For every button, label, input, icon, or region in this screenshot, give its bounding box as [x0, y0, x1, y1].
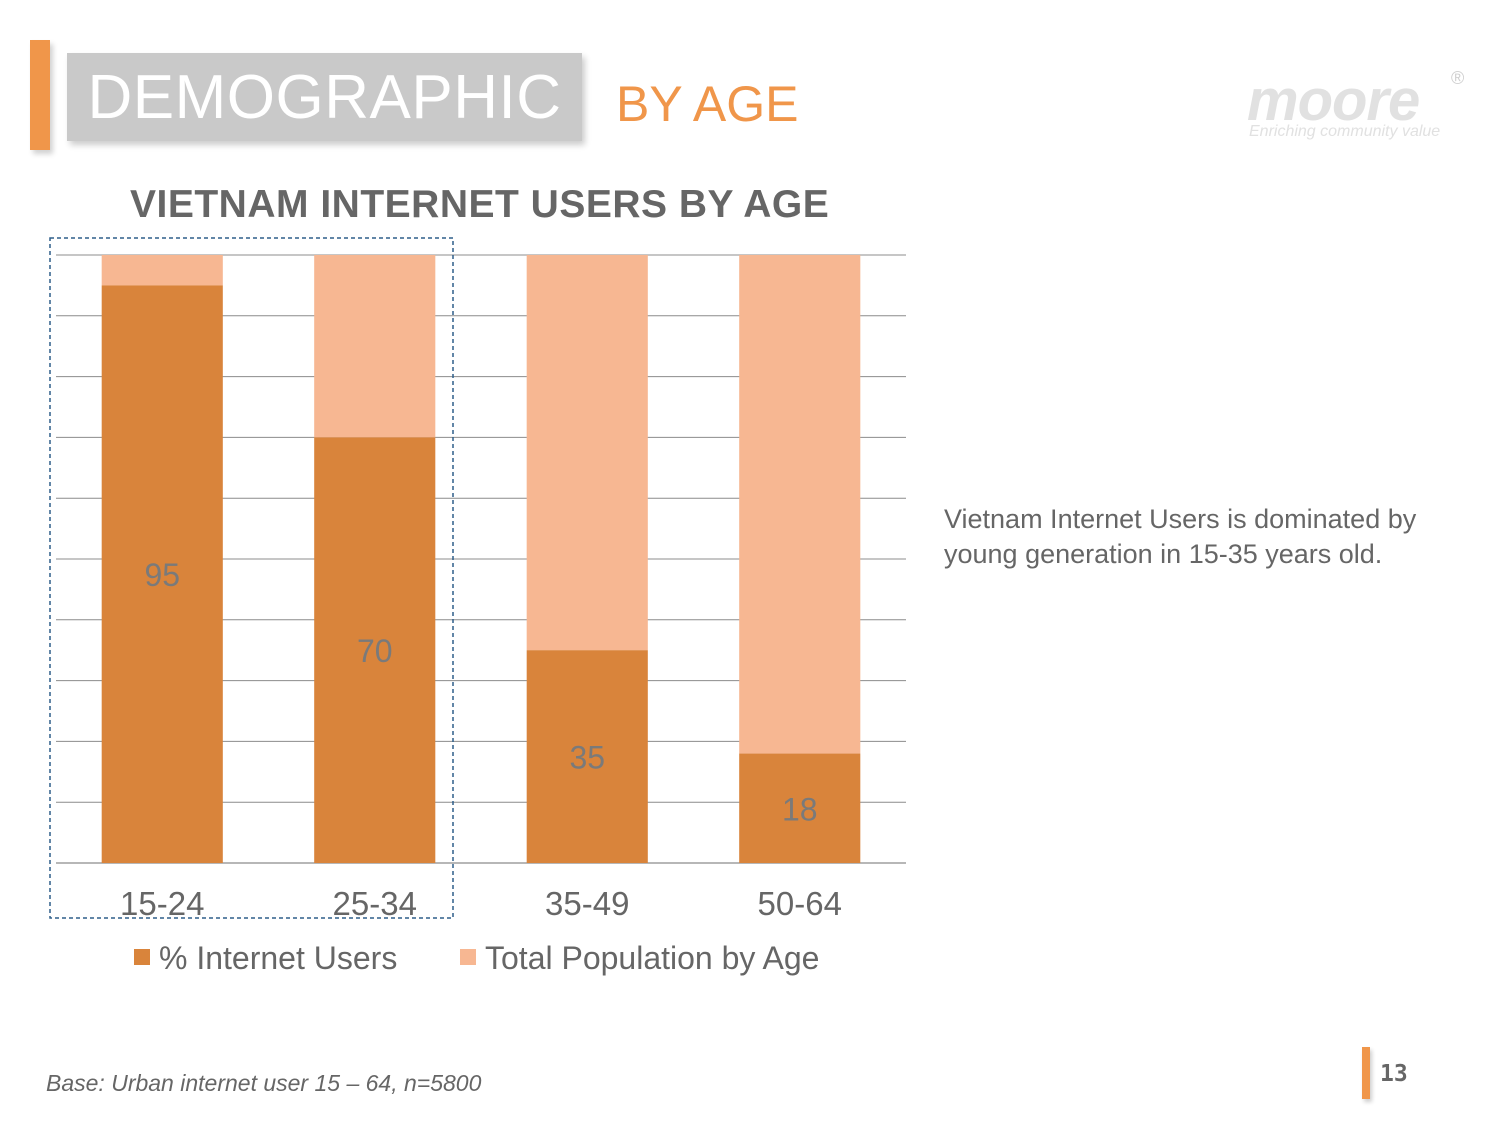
legend-swatch-users	[134, 949, 150, 965]
data-label: 70	[357, 633, 393, 669]
registered-mark: ®	[1451, 68, 1465, 88]
bar-population-35-49	[526, 255, 648, 651]
insight-note: Vietnam Internet Users is dominated by y…	[944, 504, 1417, 569]
page-number-bar	[1362, 1047, 1370, 1099]
page-title: DEMOGRAPHIC	[87, 62, 562, 132]
x-tick-label: 35-49	[545, 885, 629, 922]
bar-users-35-49	[526, 650, 648, 863]
x-tick-label: 15-24	[120, 885, 204, 922]
highlight-box	[49, 237, 454, 919]
bar-population-50-64	[739, 255, 861, 754]
data-label: 18	[782, 791, 818, 827]
data-label: 35	[569, 740, 605, 776]
bar-users-25-34	[314, 437, 436, 863]
bar-users-50-64	[739, 753, 861, 863]
x-tick-label: 50-64	[758, 885, 842, 922]
title-accent-bar	[30, 40, 50, 150]
bar-population-15-24	[101, 255, 223, 286]
logo-tagline: Enriching community value	[1249, 123, 1441, 140]
bar-users-15-24	[101, 285, 223, 863]
legend-swatch-population	[460, 949, 476, 965]
bar-population-25-34	[314, 255, 436, 438]
title-box: DEMOGRAPHIC	[67, 53, 582, 141]
legend-label-population: Total Population by Age	[485, 940, 819, 976]
data-label: 95	[144, 557, 180, 593]
page-number: 13	[1380, 1061, 1408, 1087]
page-subtitle: BY AGE	[616, 76, 799, 132]
brand-logo: moore Enriching community value ®	[1247, 68, 1472, 148]
x-tick-label: 25-34	[333, 885, 417, 922]
base-footnote: Base: Urban internet user 15 – 64, n=580…	[46, 1070, 482, 1096]
logo-wordmark: moore	[1247, 68, 1420, 133]
legend-label-users: % Internet Users	[159, 940, 397, 976]
chart-title: VIETNAM INTERNET USERS BY AGE	[130, 183, 830, 226]
